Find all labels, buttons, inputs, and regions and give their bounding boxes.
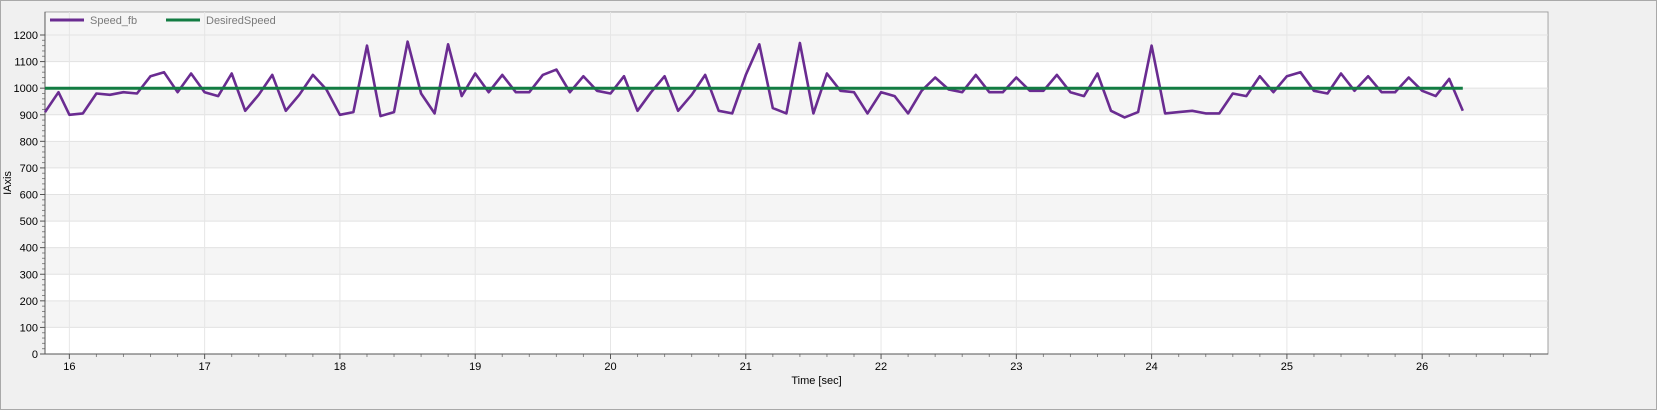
x-tick-label: 25 <box>1281 361 1293 373</box>
x-tick-label: 22 <box>875 361 887 373</box>
y-axis-title: IAxis <box>2 171 14 195</box>
x-tick-label: 18 <box>334 361 346 373</box>
grid-band <box>46 13 1547 35</box>
y-tick-label: 1200 <box>14 30 38 42</box>
legend: Speed_fb DesiredSpeed <box>50 15 276 27</box>
y-tick-label: 1100 <box>14 57 38 69</box>
grid-band <box>46 300 1547 328</box>
legend-label: DesiredSpeed <box>206 15 276 27</box>
series-layer <box>43 40 1464 119</box>
y-tick-label: 1000 <box>14 83 38 95</box>
y-tick-label: 700 <box>20 163 38 175</box>
x-tick-label: 23 <box>1010 361 1022 373</box>
y-tick-label: 200 <box>20 296 38 308</box>
grid-band <box>46 247 1547 275</box>
y-tick-label: 300 <box>20 269 38 281</box>
x-tick-label: 20 <box>604 361 616 373</box>
x-tick-label: 16 <box>63 361 75 373</box>
x-axis-title: Time [sec] <box>791 375 841 387</box>
grid-band <box>46 194 1547 222</box>
x-tick-label: 17 <box>199 361 211 373</box>
y-tick-label: 600 <box>20 190 38 202</box>
x-tick-label: 24 <box>1145 361 1157 373</box>
y-tick-label: 400 <box>20 243 38 255</box>
y-tick-label: 800 <box>20 136 38 148</box>
x-tick-label: 19 <box>469 361 481 373</box>
axes: 0 100 200 300 400 500 600 700 800 900 1000 1100 1200… <box>14 12 1548 373</box>
series-line-speed-fb <box>43 40 1464 119</box>
y-tick-label: 500 <box>20 216 38 228</box>
grid-band <box>46 141 1547 168</box>
legend-label: Speed_fb <box>90 15 137 27</box>
x-tick-label: 26 <box>1416 361 1428 373</box>
y-tick-label: 100 <box>20 322 38 334</box>
plot-area <box>44 11 1549 355</box>
y-tick-label: 0 <box>32 349 38 361</box>
grid-band <box>46 88 1547 115</box>
grid-bands <box>46 13 1547 328</box>
x-tick-label: 21 <box>740 361 752 373</box>
y-tick-label: 900 <box>20 110 38 122</box>
